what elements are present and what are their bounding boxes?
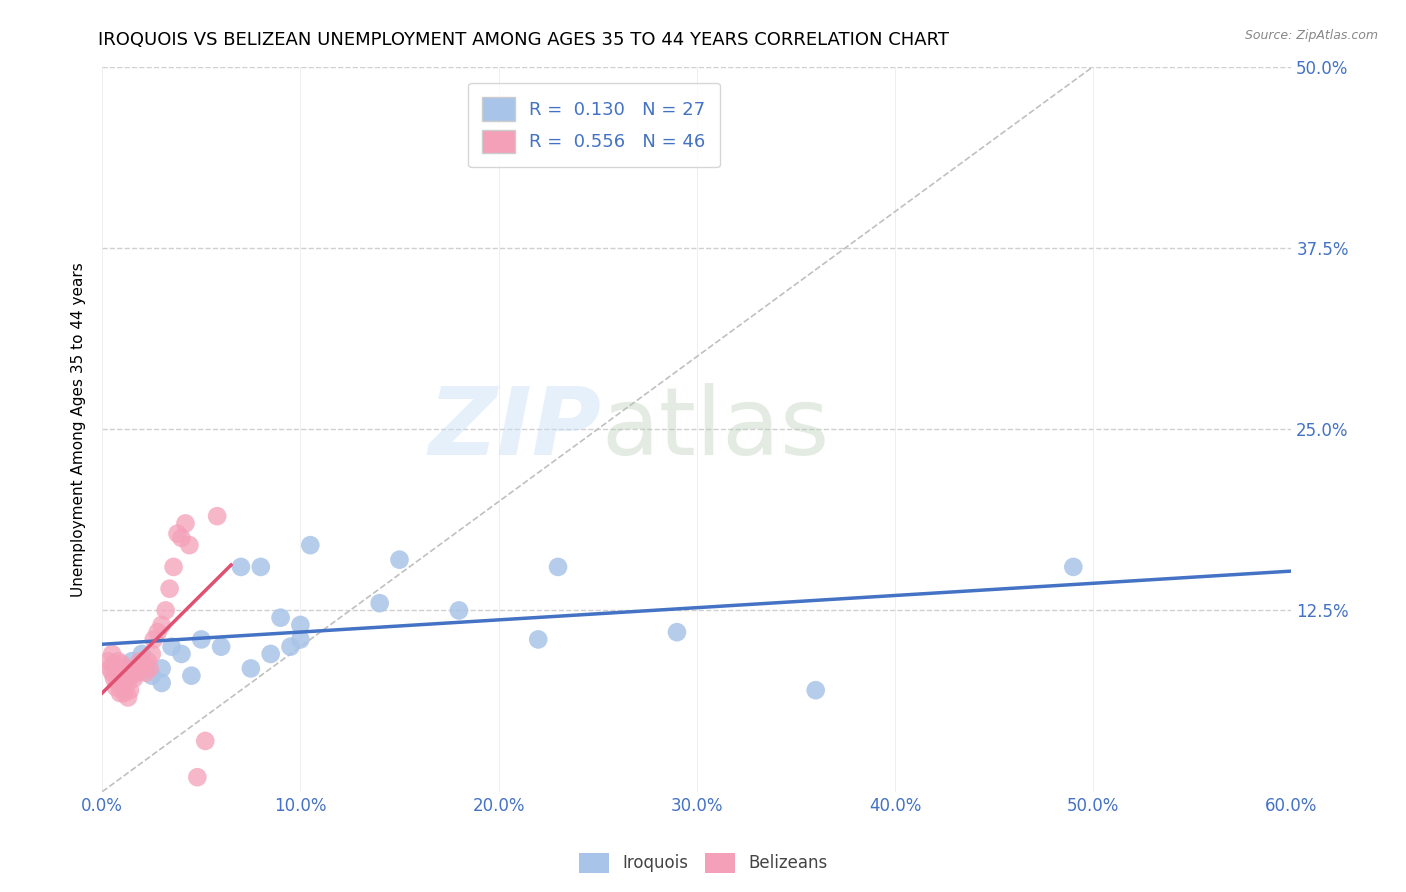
Point (249, 560, 271, 574)
Point (527, 632, 550, 647)
Point (135, 665, 157, 680)
Point (103, 657, 125, 671)
Point (260, 647, 283, 661)
Point (107, 654, 129, 668)
Text: Source: ZipAtlas.com: Source: ZipAtlas.com (1244, 29, 1378, 42)
Point (166, 526, 188, 541)
Point (1062, 560, 1084, 574)
Point (105, 661, 128, 675)
Point (97, 654, 120, 668)
Point (115, 661, 138, 675)
Point (547, 560, 569, 574)
Point (132, 657, 155, 671)
Text: atlas: atlas (602, 384, 830, 475)
Point (299, 538, 322, 552)
Point (118, 683, 141, 698)
Point (162, 560, 184, 574)
Legend: Iroquois, Belizeans: Iroquois, Belizeans (572, 847, 834, 880)
Point (290, 632, 312, 647)
Point (125, 661, 148, 675)
Point (98, 661, 121, 675)
Point (121, 668, 143, 682)
Point (159, 582, 181, 596)
Point (103, 672, 125, 686)
Point (290, 618, 312, 632)
Point (229, 560, 252, 574)
Text: IROQUOIS VS BELIZEAN UNEMPLOYMENT AMONG AGES 35 TO 44 YEARS CORRELATION CHART: IROQUOIS VS BELIZEAN UNEMPLOYMENT AMONG … (98, 31, 949, 49)
Point (170, 647, 193, 661)
Point (117, 672, 139, 686)
Point (150, 618, 173, 632)
Point (174, 516, 197, 531)
Point (107, 676, 129, 690)
Point (270, 610, 292, 624)
Point (121, 654, 143, 668)
Point (160, 640, 183, 654)
Point (141, 647, 163, 661)
Point (108, 686, 131, 700)
Point (239, 661, 262, 675)
Point (111, 657, 134, 671)
Point (209, 640, 232, 654)
Point (447, 603, 470, 617)
Point (804, 683, 827, 698)
Y-axis label: Unemployment Among Ages 35 to 44 years: Unemployment Among Ages 35 to 44 years (72, 261, 86, 597)
Point (112, 686, 135, 700)
Point (139, 661, 162, 675)
Point (136, 654, 159, 668)
Point (280, 640, 302, 654)
Point (146, 625, 169, 640)
Point (186, 770, 208, 784)
Point (190, 632, 212, 647)
Point (122, 672, 145, 686)
Point (150, 676, 173, 690)
Point (170, 531, 193, 545)
Point (118, 665, 141, 680)
Point (368, 596, 391, 610)
Point (128, 654, 150, 668)
Point (117, 690, 139, 705)
Point (141, 668, 163, 682)
Point (105, 680, 128, 694)
Text: ZIP: ZIP (429, 384, 602, 475)
Point (194, 734, 217, 748)
Point (155, 603, 177, 617)
Point (388, 552, 411, 566)
Point (180, 668, 202, 682)
Point (115, 680, 138, 694)
Point (205, 509, 228, 524)
Point (101, 647, 124, 661)
Point (112, 665, 135, 680)
Point (179, 538, 201, 552)
Point (142, 632, 165, 647)
Point (101, 665, 124, 680)
Legend: R =  0.130   N = 27, R =  0.556   N = 46: R = 0.130 N = 27, R = 0.556 N = 46 (468, 83, 720, 167)
Point (131, 647, 153, 661)
Point (150, 661, 173, 675)
Point (665, 625, 688, 640)
Point (108, 665, 131, 680)
Point (127, 665, 149, 680)
Point (111, 676, 134, 690)
Point (131, 661, 153, 675)
